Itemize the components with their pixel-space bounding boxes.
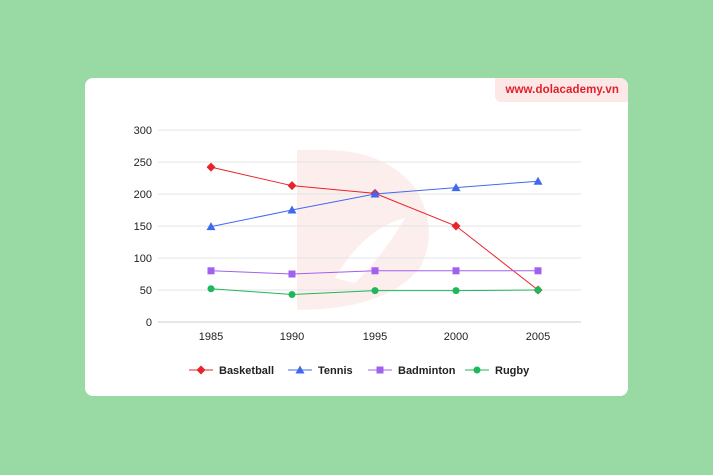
series-rugby: [207, 285, 542, 298]
x-tick-label: 1990: [280, 331, 304, 343]
watermark-notch: [335, 218, 405, 283]
legend-marker-basketball: [196, 365, 206, 375]
x-tick-label: 2005: [526, 331, 550, 343]
legend-item-basketball: Basketball: [189, 365, 274, 377]
legend-marker-badminton: [376, 366, 384, 374]
watermark-logo: [297, 150, 429, 310]
gridlines: [158, 129, 581, 323]
y-tick-label: 150: [134, 221, 152, 233]
legend-label-badminton: Badminton: [398, 365, 456, 377]
legend-item-badminton: Badminton: [368, 365, 456, 377]
brand-watermark-link[interactable]: www.dolacademy.vn: [495, 78, 628, 102]
data-point-badminton: [288, 270, 296, 278]
data-point-basketball: [287, 181, 297, 191]
legend-label-rugby: Rugby: [495, 365, 530, 377]
data-point-tennis: [287, 205, 297, 214]
legend: Basketball Tennis Badminton Rugby: [189, 365, 530, 377]
x-tick-label: 1985: [199, 331, 223, 343]
x-tick-label: 2000: [444, 331, 468, 343]
legend-item-rugby: Rugby: [465, 365, 530, 377]
data-point-badminton: [371, 267, 379, 275]
series-badminton: [207, 267, 542, 278]
data-point-tennis: [451, 183, 461, 192]
y-tick-label: 250: [134, 157, 152, 169]
data-point-badminton: [207, 267, 215, 275]
y-tick-label: 200: [134, 189, 152, 201]
data-point-badminton: [534, 267, 542, 275]
data-point-rugby: [207, 285, 215, 293]
series-group: [206, 162, 543, 298]
legend-label-basketball: Basketball: [219, 365, 274, 377]
y-tick-label: 50: [140, 285, 152, 297]
legend-item-tennis: Tennis: [288, 365, 353, 377]
data-point-tennis: [533, 176, 543, 185]
y-tick-label: 0: [146, 317, 152, 329]
data-point-tennis: [206, 222, 216, 231]
watermark-shape: [297, 150, 429, 310]
y-tick-label: 100: [134, 253, 152, 265]
data-point-basketball: [206, 162, 216, 172]
x-axis-ticks: 1985 1990 1995 2000 2005: [199, 331, 550, 343]
legend-marker-tennis: [295, 365, 305, 374]
data-point-badminton: [452, 267, 460, 275]
data-point-tennis: [370, 189, 380, 198]
data-point-basketball: [451, 221, 461, 231]
y-axis-ticks: 0 50 100 150 200 250 300: [134, 125, 152, 329]
series-tennis: [206, 176, 543, 231]
x-tick-label: 1995: [363, 331, 387, 343]
chart-card: www.dolacademy.vn 0 50 100 150 200 250 300 198…: [85, 78, 628, 396]
y-tick-label: 300: [134, 125, 152, 137]
data-point-rugby: [534, 286, 542, 294]
data-point-rugby: [371, 287, 379, 295]
data-point-rugby: [452, 287, 460, 295]
legend-marker-rugby: [473, 366, 481, 374]
data-point-rugby: [288, 290, 296, 298]
legend-label-tennis: Tennis: [318, 365, 353, 377]
